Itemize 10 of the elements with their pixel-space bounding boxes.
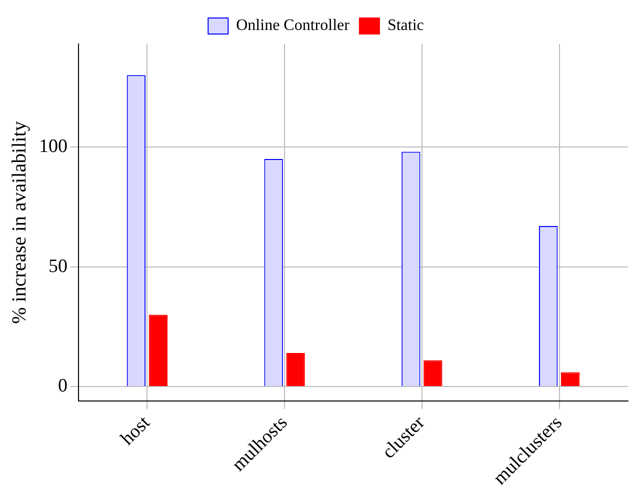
legend-label: Static: [387, 17, 424, 34]
bar: [148, 314, 168, 386]
legend-label: Online Controller: [236, 17, 350, 34]
y-tick-label: 0: [58, 376, 68, 397]
y-axis-title: % increase in availability: [8, 121, 30, 324]
bar: [424, 360, 442, 386]
y-tick-label: 50: [48, 256, 68, 277]
x-tick-label: host: [116, 412, 155, 450]
y-tick-label: 100: [39, 136, 68, 157]
bar: [286, 353, 305, 386]
